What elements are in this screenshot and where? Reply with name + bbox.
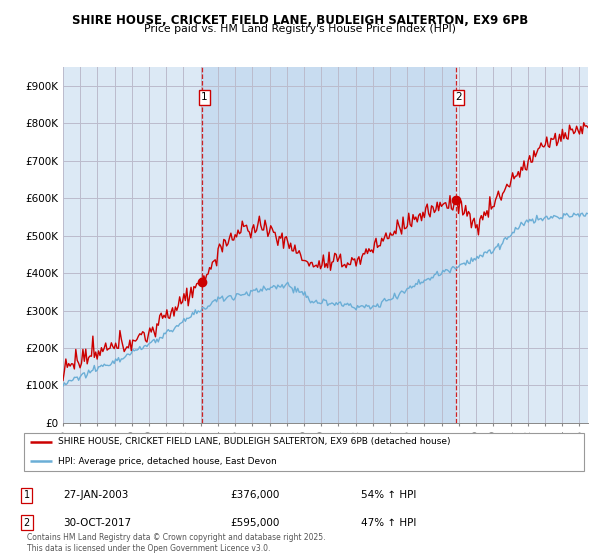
- Bar: [202, 67, 456, 423]
- Text: SHIRE HOUSE, CRICKET FIELD LANE, BUDLEIGH SALTERTON, EX9 6PB: SHIRE HOUSE, CRICKET FIELD LANE, BUDLEIG…: [72, 14, 528, 27]
- Text: 54% ↑ HPI: 54% ↑ HPI: [361, 491, 416, 501]
- Text: £595,000: £595,000: [231, 517, 280, 528]
- Text: 30-OCT-2017: 30-OCT-2017: [64, 517, 131, 528]
- Text: 2: 2: [455, 92, 462, 102]
- Text: Price paid vs. HM Land Registry's House Price Index (HPI): Price paid vs. HM Land Registry's House …: [144, 24, 456, 34]
- Text: 1: 1: [23, 491, 30, 501]
- FancyBboxPatch shape: [24, 433, 584, 471]
- Text: Contains HM Land Registry data © Crown copyright and database right 2025.
This d: Contains HM Land Registry data © Crown c…: [26, 534, 325, 553]
- Text: HPI: Average price, detached house, East Devon: HPI: Average price, detached house, East…: [58, 457, 277, 466]
- Text: 47% ↑ HPI: 47% ↑ HPI: [361, 517, 416, 528]
- Text: 2: 2: [23, 517, 30, 528]
- Text: SHIRE HOUSE, CRICKET FIELD LANE, BUDLEIGH SALTERTON, EX9 6PB (detached house): SHIRE HOUSE, CRICKET FIELD LANE, BUDLEIG…: [58, 437, 451, 446]
- Text: £376,000: £376,000: [231, 491, 280, 501]
- Text: 27-JAN-2003: 27-JAN-2003: [64, 491, 129, 501]
- Text: 1: 1: [201, 92, 208, 102]
